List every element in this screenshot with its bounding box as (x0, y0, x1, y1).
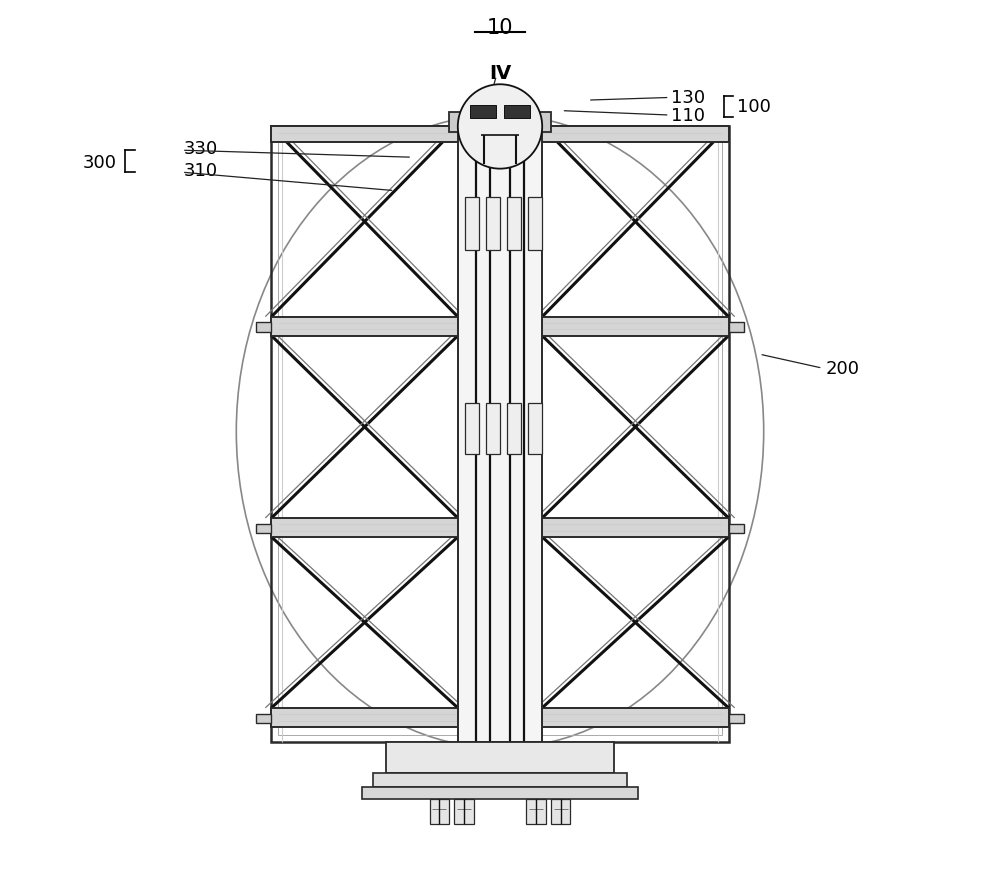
Bar (470, 106, 496, 119)
Bar (271, 127, 729, 143)
Bar (486, 404, 500, 455)
Text: 110: 110 (671, 107, 705, 125)
Bar (504, 106, 530, 119)
Bar (256, 524, 271, 534)
Bar (373, 773, 627, 787)
Bar (526, 799, 546, 824)
Bar (256, 714, 271, 723)
Bar (507, 198, 521, 251)
Bar (256, 323, 271, 333)
Bar (729, 323, 744, 333)
Bar (449, 113, 551, 133)
Bar (271, 317, 729, 336)
Bar (362, 787, 638, 799)
Bar (528, 198, 542, 251)
Text: 10: 10 (487, 18, 513, 38)
Bar (528, 404, 542, 455)
Bar (486, 198, 500, 251)
Bar (465, 198, 479, 251)
Text: 310: 310 (184, 162, 218, 180)
Bar (271, 127, 729, 742)
Text: 300: 300 (82, 154, 116, 171)
Bar (729, 714, 744, 723)
Text: IV: IV (489, 64, 511, 83)
Bar (465, 404, 479, 455)
Bar (551, 799, 570, 824)
Bar (507, 404, 521, 455)
Text: 130: 130 (671, 90, 706, 107)
Bar (386, 742, 614, 773)
Text: 200: 200 (825, 360, 859, 378)
Bar (430, 799, 449, 824)
Bar (729, 524, 744, 534)
Text: 330: 330 (184, 140, 218, 158)
Text: 100: 100 (737, 98, 771, 116)
Bar (278, 134, 722, 735)
Bar (454, 799, 474, 824)
Bar (271, 518, 729, 537)
Bar (458, 127, 542, 742)
Circle shape (458, 85, 542, 169)
Bar (271, 708, 729, 727)
